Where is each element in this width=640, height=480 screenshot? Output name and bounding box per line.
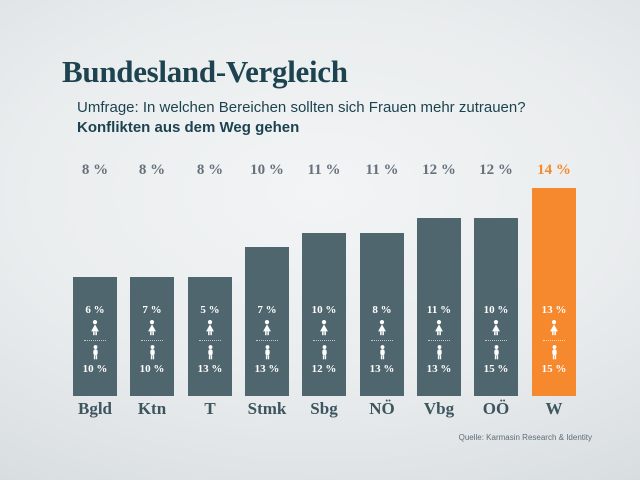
male-value: 13 % [369,363,395,375]
category-label: NÖ [369,399,395,418]
gender-divider [84,340,106,341]
page-title: Bundesland-Vergleich [62,54,348,89]
male-value: 15 % [483,363,509,375]
category-label: OÖ [482,399,510,418]
category-label: Sbg [310,399,338,418]
male-icon [264,345,270,360]
gender-divider [371,340,393,341]
bar-gender-breakdown: 7 % 10 % [130,305,174,375]
female-icon [206,320,214,336]
gender-divider [313,340,335,341]
category-label: Stmk [247,399,287,418]
female-value: 11 % [426,304,452,316]
bar-total-label: 14 % [537,162,571,178]
bar-total-label: 12 % [479,162,513,178]
category-label: Bgld [77,399,113,418]
female-icon [320,320,328,336]
male-value: 13 % [254,363,280,375]
female-value: 8 % [372,304,392,316]
category-label: T [204,399,216,418]
male-icon [321,345,327,360]
male-value: 13 % [426,363,452,375]
bar-gender-breakdown: 5 % 13 % [188,305,232,375]
female-icon [378,320,386,336]
male-icon [551,345,557,360]
gender-divider [485,340,507,341]
bar-gender-breakdown: 6 % 10 % [73,305,117,375]
male-icon [379,345,385,360]
bar: 10 % 15 % [474,218,518,396]
female-value: 5 % [200,304,220,316]
bar-gender-breakdown: 10 % 12 % [302,305,346,375]
bar: 8 % 13 % [360,233,404,396]
bar-column: 8 % 5 % 13 % T [188,0,232,480]
gender-divider [199,340,221,341]
bar-column: 10 % 7 % 13 % Stmk [245,0,289,480]
bar: 7 % 10 % [130,277,174,396]
female-icon [91,320,99,336]
female-value: 10 % [311,304,337,316]
bar-column: 11 % 8 % 13 % NÖ [360,0,404,480]
male-icon [149,345,155,360]
male-value: 10 % [82,363,108,375]
bar: 10 % 12 % [302,233,346,396]
gender-divider [543,340,565,341]
gender-divider [141,340,163,341]
male-value: 13 % [197,363,223,375]
bar-column: 12 % 10 % 15 % OÖ [474,0,518,480]
gender-divider [256,340,278,341]
male-icon [436,345,442,360]
bar-gender-breakdown: 13 % 15 % [532,305,576,375]
bar: 5 % 13 % [188,277,232,396]
bar-total-label: 10 % [250,162,284,178]
bar-gender-breakdown: 10 % 15 % [474,305,518,375]
bar-column: 8 % 7 % 10 % Ktn [130,0,174,480]
female-value: 7 % [257,304,277,316]
category-label: W [545,399,563,418]
category-label: Vbg [423,399,455,418]
bar: 6 % 10 % [73,277,117,396]
bar: 13 % 15 % [532,188,576,396]
female-value: 7 % [142,304,162,316]
female-icon [435,320,443,336]
male-value: 10 % [139,363,165,375]
category-label: Ktn [137,399,167,418]
female-value: 6 % [85,304,105,316]
bar-column: 14 % 13 % 15 % W [532,0,576,480]
female-icon [550,320,558,336]
bar-chart: 8 % 6 % 10 % Bgld [73,0,593,480]
source-credit: Quelle: Karmasin Research & Identity [458,433,592,442]
female-icon [148,320,156,336]
bar: 11 % 13 % [417,218,461,396]
male-value: 12 % [311,363,337,375]
gender-divider [428,340,450,341]
survey-question: Umfrage: In welchen Bereichen sollten si… [77,99,526,116]
bar-total-label: 8 % [196,162,224,178]
bar-gender-breakdown: 11 % 13 % [417,305,461,375]
bar-total-label: 12 % [422,162,456,178]
female-value: 13 % [541,304,567,316]
bar-total-label: 8 % [81,162,109,178]
male-icon [92,345,98,360]
bar-total-label: 11 % [307,162,341,178]
female-icon [492,320,500,336]
bar-total-label: 11 % [365,162,399,178]
male-icon [493,345,499,360]
male-icon [207,345,213,360]
female-icon [263,320,271,336]
bar-gender-breakdown: 8 % 13 % [360,305,404,375]
bar-column: 12 % 11 % 13 % Vbg [417,0,461,480]
bar-total-label: 8 % [138,162,166,178]
female-value: 10 % [483,304,509,316]
bar: 7 % 13 % [245,247,289,396]
bar-column: 11 % 10 % 12 % Sbg [302,0,346,480]
bar-gender-breakdown: 7 % 13 % [245,305,289,375]
survey-topic: Konflikten aus dem Weg gehen [77,119,300,136]
bar-column: 8 % 6 % 10 % Bgld [73,0,117,480]
male-value: 15 % [541,363,567,375]
